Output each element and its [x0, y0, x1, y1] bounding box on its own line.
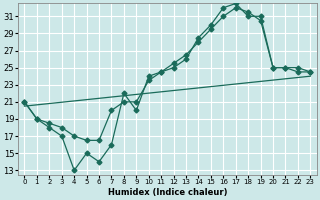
X-axis label: Humidex (Indice chaleur): Humidex (Indice chaleur): [108, 188, 227, 197]
